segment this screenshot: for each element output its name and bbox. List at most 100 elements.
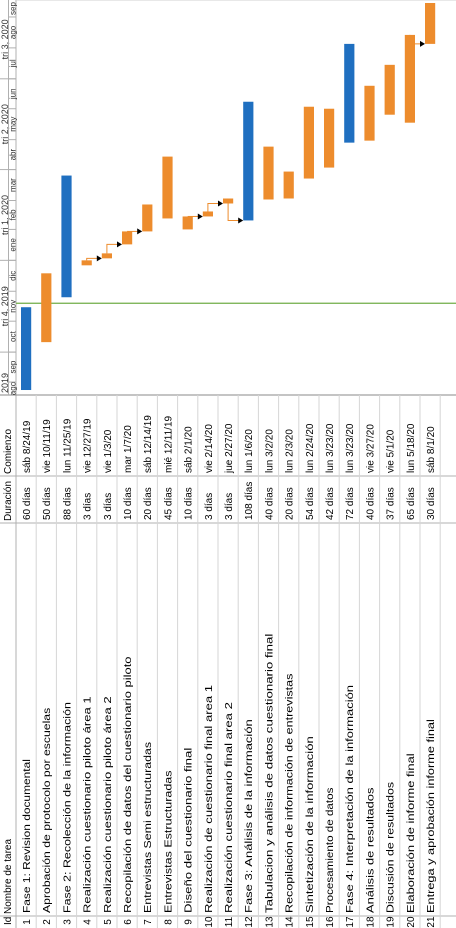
task-bar[interactable] bbox=[324, 108, 335, 168]
timescale: 2019 tri 4, 2019 tri 1, 2020 tri 2, 2020 tri… bbox=[0, 0, 18, 395]
task-start: mié 12/11/19 bbox=[163, 415, 174, 473]
summary-bar[interactable] bbox=[61, 175, 72, 298]
table-row[interactable]: 9 Diseño del cuestionario final 10 días sáb… bbox=[184, 426, 195, 925]
task-name: Diseño del cuestionario final bbox=[184, 748, 195, 913]
task-bar[interactable] bbox=[81, 260, 92, 266]
bars-layer bbox=[21, 2, 436, 391]
task-id: 3 bbox=[62, 919, 73, 925]
dependency-arrow bbox=[420, 40, 425, 47]
task-name: Sintetización de la información bbox=[305, 736, 316, 913]
task-name: Fase 3: Análisis de la información bbox=[244, 719, 255, 913]
task-duration: 20 días bbox=[143, 487, 154, 520]
quarter-label: tri 1, 2020 bbox=[0, 195, 10, 235]
table-row[interactable]: 10 Realización de cuestionario final area… bbox=[204, 424, 215, 928]
table-row[interactable]: 16 Procesamiento de datos 42 días lun 3/23/… bbox=[325, 423, 336, 927]
dependency-link bbox=[106, 243, 119, 254]
task-name: Realización cuestionario final area 2 bbox=[224, 702, 235, 913]
task-duration: 20 días bbox=[285, 487, 296, 520]
task-start: jue 2/27/20 bbox=[224, 423, 235, 474]
summary-bar[interactable] bbox=[21, 307, 32, 391]
month-label: jun bbox=[9, 88, 18, 100]
summary-bar[interactable] bbox=[243, 101, 254, 221]
task-bar[interactable] bbox=[142, 204, 153, 232]
task-name: Realización cuestionario piloto área 1 bbox=[83, 696, 94, 913]
task-id: 15 bbox=[305, 916, 316, 928]
task-bar[interactable] bbox=[364, 85, 375, 141]
task-name: Fase 2: Recolección de la información bbox=[62, 702, 73, 913]
month-label: sep bbox=[9, 360, 18, 373]
table-row[interactable]: 8 Entrevistas Estructuradas 45 días mié 12/… bbox=[163, 415, 174, 924]
table-row[interactable]: 19 Discusión de resultados 37 días vie 5/1/… bbox=[386, 429, 397, 927]
task-name: Recopilación de información de entrevist… bbox=[285, 674, 296, 913]
table-row[interactable]: 4 Realización cuestionario piloto área 1 3… bbox=[83, 418, 94, 925]
table-row[interactable]: 2 Aprobación de protocolo por escuelas 50 … bbox=[42, 419, 53, 925]
table-row[interactable]: 7 Entrevistas Semi estructuradas 20 días sá… bbox=[143, 415, 154, 925]
task-bar[interactable] bbox=[202, 211, 214, 217]
month-label: oct bbox=[9, 331, 18, 342]
table-row[interactable]: 17 Fase 4: Interpretación de la informaci… bbox=[345, 423, 356, 927]
task-bar[interactable] bbox=[182, 216, 193, 230]
task-id: 11 bbox=[224, 916, 235, 927]
task-bar[interactable] bbox=[404, 34, 415, 123]
task-id: 17 bbox=[345, 916, 356, 928]
task-duration: 50 días bbox=[42, 487, 53, 520]
task-name: Discusión de resultados bbox=[386, 782, 397, 913]
task-bar[interactable] bbox=[303, 106, 314, 179]
dependency-link bbox=[409, 34, 422, 45]
task-start: sáb 2/1/20 bbox=[184, 426, 195, 473]
task-table: Id Nombre de tarea Duración Comienzo 1 Fa… bbox=[3, 415, 437, 928]
table-row[interactable]: 1 Fase 1: Revision documental 60 días sáb 8… bbox=[22, 420, 33, 924]
table-row[interactable]: 14 Recopilación de información de entrevi… bbox=[285, 429, 296, 928]
task-duration: 45 días bbox=[163, 487, 174, 520]
table-row[interactable]: 20 Elaboración de informe final 65 días lun… bbox=[406, 423, 417, 927]
table-row[interactable]: 13 Tabulacion y análisis de datos cuestio… bbox=[264, 429, 275, 928]
table-row[interactable]: 6 Recopilación de datos del cuestionario … bbox=[123, 425, 134, 925]
task-start: vie 10/11/19 bbox=[42, 419, 53, 473]
task-start: lun 2/24/20 bbox=[305, 423, 316, 473]
table-row[interactable]: 15 Sintetización de la información 54 días… bbox=[305, 423, 316, 927]
task-start: mar 1/7/20 bbox=[123, 425, 134, 473]
table-row[interactable]: 18 Análisis de resultados 40 días vie 3/27/… bbox=[365, 424, 376, 928]
table-row[interactable]: 11 Realización cuestionario final area 2 3… bbox=[224, 423, 235, 927]
task-duration: 108 días bbox=[244, 482, 255, 520]
quarter-label: tri 4, 2019 bbox=[0, 286, 10, 326]
table-row[interactable]: 3 Fase 2: Recolección de la información 88… bbox=[62, 418, 73, 925]
summary-bar[interactable] bbox=[344, 43, 355, 143]
task-duration: 88 días bbox=[62, 487, 73, 520]
task-start: sáb 8/24/19 bbox=[22, 420, 33, 473]
month-label: feb bbox=[9, 209, 18, 221]
task-bar[interactable] bbox=[384, 64, 395, 115]
header-name: Nombre de tarea bbox=[3, 839, 14, 914]
task-id: 21 bbox=[426, 916, 437, 928]
task-duration: 3 días bbox=[83, 493, 94, 520]
table-row[interactable]: 5 Realización cuestionario piloto área 2 3… bbox=[103, 429, 114, 925]
dependency-link bbox=[207, 202, 220, 212]
task-duration: 72 días bbox=[345, 487, 356, 520]
task-bar[interactable] bbox=[122, 231, 133, 245]
table-row[interactable]: 12 Fase 3: Análisis de la información 108 … bbox=[244, 429, 255, 928]
quarter-label: tri 2, 2020 bbox=[0, 104, 10, 144]
task-start: vie 3/27/20 bbox=[365, 424, 376, 473]
dependency-arrow bbox=[197, 213, 203, 220]
dependency-link bbox=[227, 198, 241, 221]
task-start: lun 2/3/20 bbox=[285, 429, 296, 473]
month-label: jul bbox=[9, 59, 18, 68]
task-bar[interactable] bbox=[101, 253, 113, 259]
task-bar[interactable] bbox=[425, 2, 436, 44]
task-start: vie 5/1/20 bbox=[386, 429, 397, 473]
task-bar[interactable] bbox=[41, 273, 52, 343]
task-id: 13 bbox=[264, 916, 275, 928]
table-row[interactable]: 21 Entrega y aprobación informe final 30 d… bbox=[426, 426, 437, 928]
task-start: vie 2/14/20 bbox=[204, 424, 215, 473]
task-bar[interactable] bbox=[283, 171, 294, 199]
task-duration: 10 días bbox=[123, 487, 134, 520]
task-bar[interactable] bbox=[263, 146, 274, 200]
task-id: 4 bbox=[83, 919, 94, 925]
task-bar[interactable] bbox=[162, 156, 173, 219]
quarter-label: 2019 bbox=[0, 373, 10, 393]
month-label: nov bbox=[9, 300, 18, 313]
task-duration: 40 días bbox=[365, 487, 376, 520]
task-name: Procesamiento de datos bbox=[325, 788, 336, 913]
